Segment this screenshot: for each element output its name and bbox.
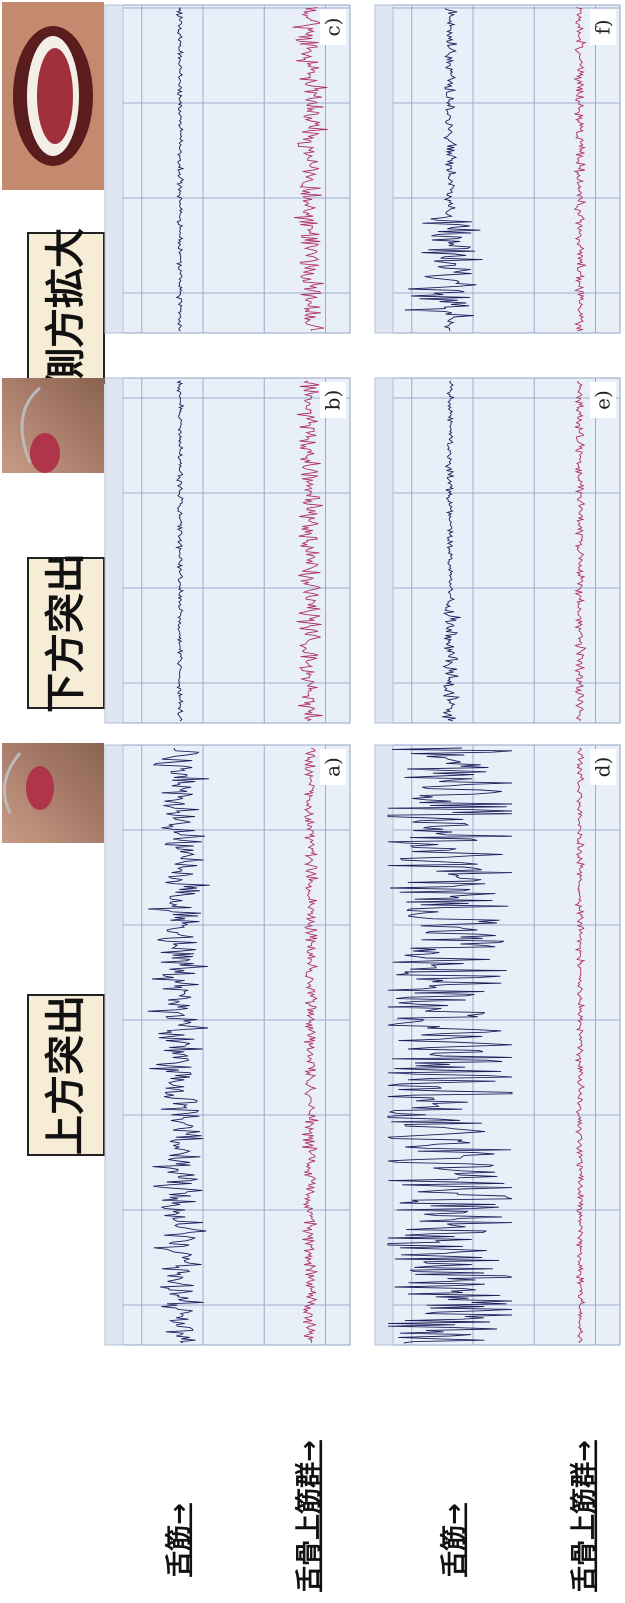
toolbar xyxy=(105,5,123,333)
condition-label: 上方突出 xyxy=(43,995,89,1155)
emg-panel: c) xyxy=(105,5,350,333)
photo xyxy=(2,2,104,190)
toolbar xyxy=(375,745,393,1345)
photo xyxy=(2,743,104,843)
row-label: 舌骨上筋群→ xyxy=(294,1440,325,1592)
condition-label: 側方拡大 xyxy=(43,228,89,389)
emg-panel: b) xyxy=(105,378,350,723)
emg-panel: a) xyxy=(105,745,350,1345)
panel-label: a) xyxy=(321,757,345,777)
panel-label: e) xyxy=(591,390,615,410)
figure: 上方突出 下方突出 側方拡大 舌筋→ 舌骨上筋群→ 舌筋→ 舌骨上筋群→ a) b… xyxy=(0,0,625,1603)
row-label: 舌骨上筋群→ xyxy=(569,1440,600,1592)
photo xyxy=(2,378,104,473)
row-label: 舌筋→ xyxy=(164,1503,195,1577)
rotated-figure: 上方突出 下方突出 側方拡大 舌筋→ 舌骨上筋群→ 舌筋→ 舌骨上筋群→ a) b… xyxy=(2,2,620,1592)
condition-label: 下方突出 xyxy=(43,553,89,713)
emg-panel: f) xyxy=(375,5,620,333)
toolbar xyxy=(375,5,393,333)
toolbar xyxy=(105,378,123,723)
toolbar xyxy=(105,745,123,1345)
panel-label: b) xyxy=(321,390,345,411)
emg-panel: e) xyxy=(375,378,620,723)
page: 上方突出 下方突出 側方拡大 舌筋→ 舌骨上筋群→ 舌筋→ 舌骨上筋群→ a) b… xyxy=(0,0,625,1603)
panel-label: f) xyxy=(591,19,615,34)
panel-label: c) xyxy=(321,17,345,36)
toolbar xyxy=(375,378,393,723)
emg-panel: d) xyxy=(375,745,620,1345)
panel-label: d) xyxy=(591,757,615,778)
row-label: 舌筋→ xyxy=(439,1503,470,1577)
